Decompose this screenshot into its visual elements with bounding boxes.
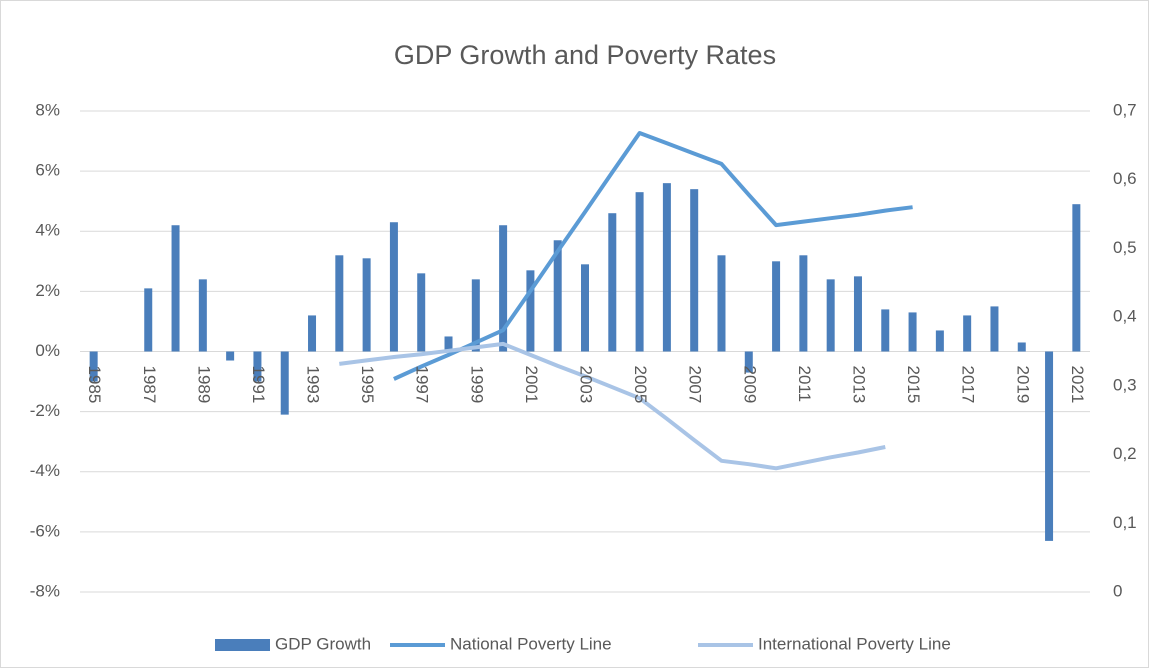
bar (226, 351, 235, 361)
x-tick-label: 1989 (194, 366, 213, 404)
y2-tick-label: 0 (1113, 581, 1122, 600)
bar (198, 279, 207, 352)
bar (171, 225, 180, 352)
bar (581, 264, 589, 352)
x-tick-label: 1995 (358, 366, 377, 404)
bar (990, 306, 999, 352)
bar (499, 225, 508, 352)
x-tick-label: 2013 (849, 366, 868, 404)
bar (444, 336, 453, 352)
bar (799, 255, 808, 352)
legend-label: GDP Growth (275, 634, 371, 653)
chart-title: GDP Growth and Poverty Rates (394, 40, 776, 70)
y-tick-label: 6% (35, 161, 60, 180)
bar (963, 315, 972, 352)
x-tick-label: 1987 (140, 366, 159, 404)
x-tick-label: 1991 (249, 366, 268, 404)
bar (1072, 204, 1081, 352)
bar (744, 351, 753, 373)
y2-tick-label: 0,1 (1113, 513, 1137, 532)
bar (826, 279, 835, 352)
y-tick-label: -6% (30, 521, 60, 540)
bar (608, 213, 617, 352)
bar (471, 279, 480, 352)
x-tick-label: 2021 (1068, 366, 1087, 404)
x-tick-label: 1999 (467, 366, 486, 404)
y-tick-label: -8% (30, 581, 60, 600)
y-tick-label: 8% (35, 100, 60, 119)
x-tick-label: 2001 (522, 366, 541, 404)
x-tick-label: 2011 (795, 366, 814, 403)
x-tick-label: 2007 (686, 366, 705, 404)
y-tick-label: 0% (35, 341, 60, 360)
bar (662, 183, 671, 352)
bar (1017, 342, 1026, 352)
bar (253, 351, 262, 382)
y-tick-label: -2% (30, 401, 60, 420)
bar (526, 270, 535, 352)
line (393, 131, 913, 381)
y2-tick-label: 0,6 (1113, 169, 1137, 188)
x-tick-label: 2019 (1013, 366, 1032, 404)
x-tick-label: 2005 (631, 366, 650, 404)
bar (553, 240, 562, 352)
y2-tick-label: 0,4 (1113, 307, 1137, 326)
x-tick-label: 1997 (413, 366, 432, 404)
x-tick-label: 2009 (740, 366, 759, 404)
bar (335, 255, 344, 352)
x-tick-label: 1985 (85, 366, 104, 404)
y-tick-label: 2% (35, 281, 60, 300)
y2-tick-label: 0,5 (1113, 238, 1137, 257)
bar (89, 351, 98, 382)
y2-tick-label: 0,2 (1113, 444, 1137, 463)
bar (717, 255, 726, 352)
y-tick-label: -4% (30, 461, 60, 480)
y-tick-label: 4% (35, 221, 60, 240)
bar (417, 273, 426, 352)
bar (908, 312, 917, 352)
y2-tick-label: 0,7 (1113, 100, 1137, 119)
y2-tick-label: 0,3 (1113, 375, 1137, 394)
line (339, 341, 886, 471)
bar (280, 351, 289, 415)
x-tick-label: 2003 (577, 366, 596, 404)
bar (853, 276, 862, 352)
bar (881, 309, 890, 352)
x-tick-label: 1993 (304, 366, 323, 404)
legend-swatch (215, 639, 270, 651)
bar (308, 315, 317, 352)
bar (772, 261, 781, 352)
bar (1045, 351, 1054, 541)
legend-label: National Poverty Line (450, 634, 612, 653)
bar (690, 189, 699, 352)
bar (389, 222, 398, 352)
bar (635, 192, 644, 352)
x-tick-label: 2017 (959, 366, 978, 404)
x-tick-label: 2015 (904, 366, 923, 404)
bar (144, 288, 153, 352)
bar (935, 330, 944, 352)
bar (362, 258, 371, 352)
legend-label: International Poverty Line (758, 634, 951, 653)
